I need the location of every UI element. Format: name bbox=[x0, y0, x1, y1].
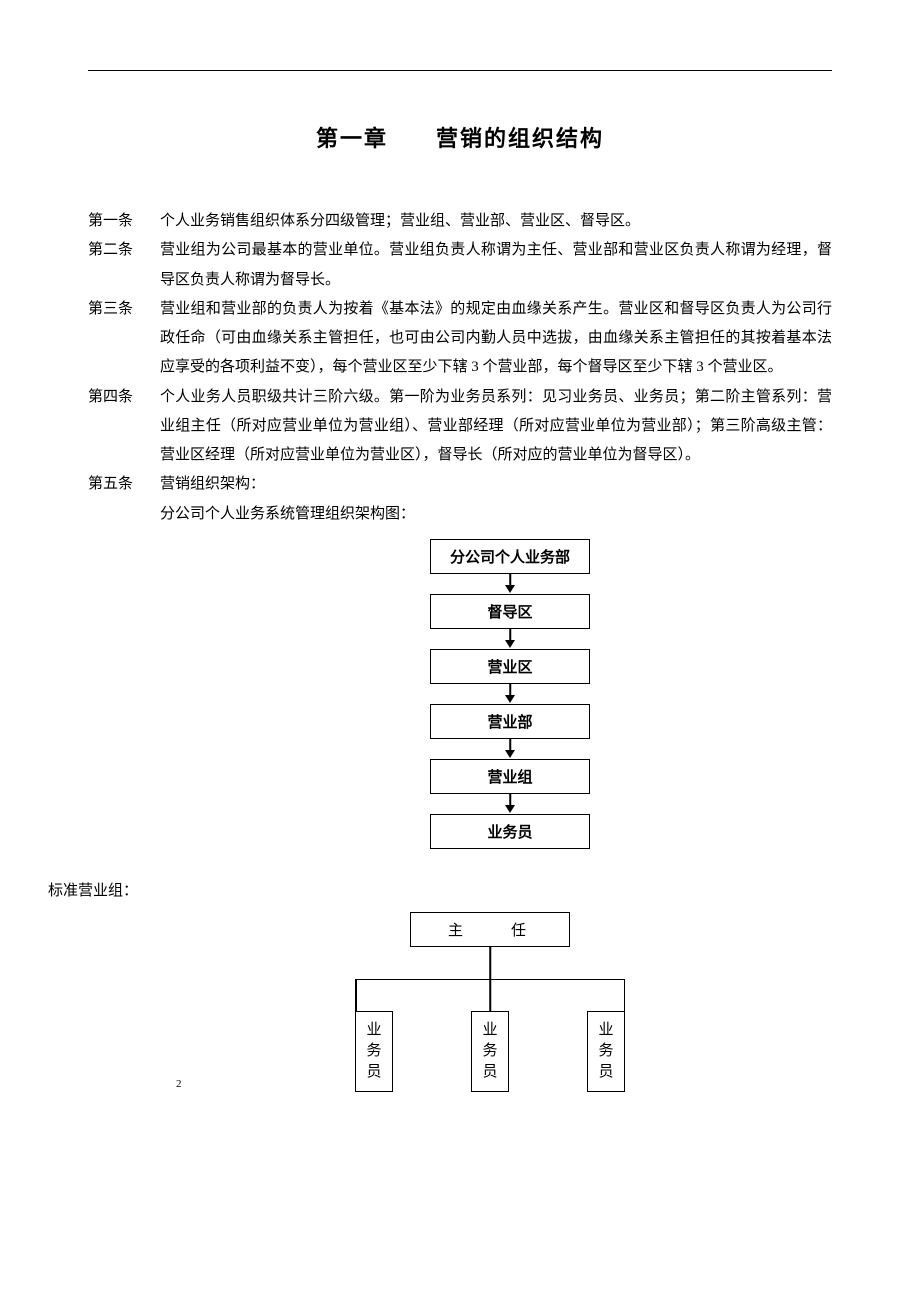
flow-node: 业务员 bbox=[430, 814, 590, 849]
arrow-down-icon bbox=[504, 794, 516, 814]
article-row: 第一条个人业务销售组织体系分四级管理；营业组、营业部、营业区、督导区。 bbox=[88, 207, 832, 236]
article-row: 第二条营业组为公司最基本的营业单位。营业组负责人称谓为主任、营业部和营业区负责人… bbox=[88, 236, 832, 295]
article-row: 第四条个人业务人员职级共计三阶六级。第一阶为业务员系列：见习业务员、业务员；第二… bbox=[88, 383, 832, 471]
tree-top-node: 主 任 bbox=[410, 912, 570, 947]
article-body: 营业组为公司最基本的营业单位。营业组负责人称谓为主任、营业部和营业区负责人称谓为… bbox=[160, 236, 832, 295]
org-flowchart: 分公司个人业务部督导区营业区营业部营业组业务员 bbox=[188, 539, 832, 849]
page-number: 2 bbox=[176, 1078, 920, 1090]
article-row: 第五条营销组织架构： bbox=[88, 470, 832, 499]
tree-connector bbox=[355, 947, 625, 1011]
article-body: 个人业务人员职级共计三阶六级。第一阶为业务员系列：见习业务员、业务员；第二阶主管… bbox=[160, 383, 832, 471]
arrow-down-icon bbox=[504, 684, 516, 704]
top-rule bbox=[88, 70, 832, 71]
flow-node: 分公司个人业务部 bbox=[430, 539, 590, 574]
flow-node: 营业区 bbox=[430, 649, 590, 684]
article-body: 个人业务销售组织体系分四级管理；营业组、营业部、营业区、督导区。 bbox=[160, 207, 832, 236]
article-body: 营业组和营业部的负责人为按着《基本法》的规定由血缘关系产生。营业区和督导区负责人… bbox=[160, 295, 832, 383]
articles-list: 第一条个人业务销售组织体系分四级管理；营业组、营业部、营业区、督导区。第二条营业… bbox=[88, 207, 832, 500]
article-label: 第四条 bbox=[88, 383, 160, 471]
arrow-down-icon bbox=[504, 739, 516, 759]
section2-label: 标准营业组： bbox=[48, 879, 832, 900]
standard-group-tree: 主 任 业务员业务员业务员 bbox=[148, 912, 832, 1092]
arrow-down-icon bbox=[504, 574, 516, 594]
arrow-down-icon bbox=[504, 629, 516, 649]
article-label: 第二条 bbox=[88, 236, 160, 295]
chapter-title: 第一章 营销的组织结构 bbox=[88, 121, 832, 153]
article-label: 第一条 bbox=[88, 207, 160, 236]
article-row: 第三条营业组和营业部的负责人为按着《基本法》的规定由血缘关系产生。营业区和督导区… bbox=[88, 295, 832, 383]
flow-node: 督导区 bbox=[430, 594, 590, 629]
flow-node: 营业组 bbox=[430, 759, 590, 794]
flow-node: 营业部 bbox=[430, 704, 590, 739]
subline-text: 分公司个人业务系统管理组织架构图： bbox=[88, 500, 832, 529]
article-body: 营销组织架构： bbox=[160, 470, 832, 499]
article-label: 第五条 bbox=[88, 470, 160, 499]
article-label: 第三条 bbox=[88, 295, 160, 383]
